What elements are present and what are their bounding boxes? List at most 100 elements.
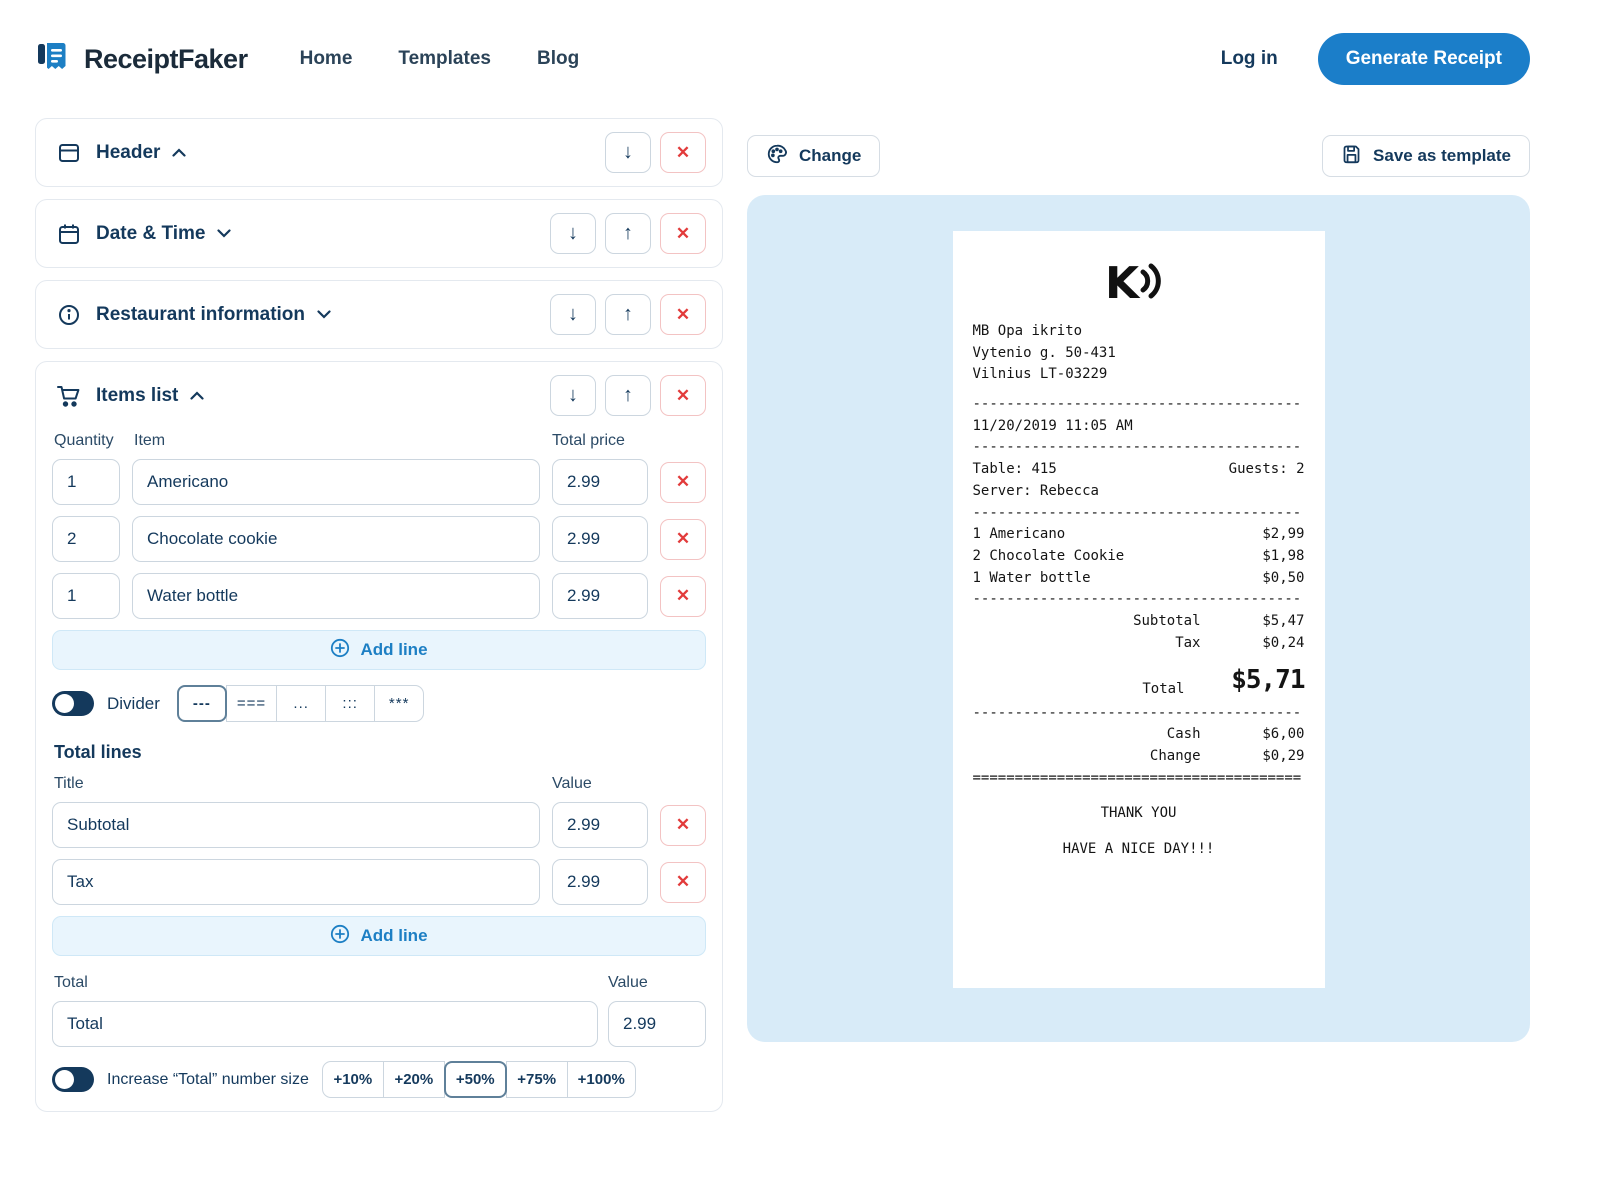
brand[interactable]: ReceiptFaker [35,39,248,80]
nav-link-home[interactable]: Home [299,48,353,69]
divider-style-equals[interactable]: === [225,685,278,722]
login-link[interactable]: Log in [1220,48,1278,69]
column-actions [660,432,706,450]
total-value-input[interactable] [608,1001,706,1047]
navbar: ReceiptFaker Home Templates Blog Log in … [35,0,1530,118]
svg-text:K: K [1105,258,1141,305]
address-line: MB Opa ikrito [972,323,1083,339]
total-line-value-input[interactable] [552,802,648,848]
move-down-button[interactable]: ↓ [605,132,651,173]
item-row: ✕ [52,573,706,619]
move-up-button[interactable]: ↑ [605,375,651,416]
delete-row-button[interactable]: ✕ [660,518,706,560]
delete-section-button[interactable]: ✕ [660,213,706,254]
quantity-input[interactable] [52,573,120,619]
total-lines-column-headers: Title Value [54,775,706,793]
nice-day-text: HAVE A NICE DAY!!! [1062,841,1215,858]
tax-value: $0,24 [1262,634,1305,651]
section-items-list: Items list ↓ ↑ ✕ Quantity Item Total pri… [35,361,723,1112]
price-input[interactable] [552,573,648,619]
generate-receipt-button[interactable]: Generate Receipt [1317,33,1530,85]
divider-style-group: --- === ... ::: *** [176,685,425,722]
item-price: $2,99 [1262,526,1305,543]
receipt-preview-area: K MB Opa ikrito Vytenio g. 50-431 Vilniu… [747,195,1530,1042]
add-line-label: Add line [360,640,428,659]
receipt-item-row: 1 Water bottle $0,50 [973,568,1305,590]
move-up-button[interactable]: ↑ [605,213,651,254]
increase-total-toggle[interactable] [52,1067,94,1092]
item-text: 2 Chocolate Cookie [972,547,1125,564]
delete-row-button[interactable]: ✕ [660,461,706,503]
receipt-item-row: 2 Chocolate Cookie $1,98 [973,546,1305,568]
subtotal-row: Subtotal $5,47 [973,611,1304,633]
quantity-input[interactable] [52,516,120,562]
total-row [52,1001,706,1047]
delete-row-button[interactable]: ✕ [660,575,706,617]
total-line-value-input[interactable] [552,859,648,905]
chevron-down-icon[interactable] [217,229,232,238]
size-option-75[interactable]: +75% [505,1061,568,1098]
total-line-title-input[interactable] [52,859,540,905]
move-up-button[interactable]: ↑ [605,294,651,335]
divider-style-dots[interactable]: ... [276,685,327,722]
change-row: Change $0,29 [973,746,1305,768]
move-down-button[interactable]: ↓ [550,294,596,335]
item-name-input[interactable] [132,516,540,562]
receipt-datetime: 11/20/2019 11:05 AM [972,417,1133,434]
increase-total-label: Increase “Total” number size [107,1070,309,1088]
divider-style-dashes[interactable]: --- [176,685,227,722]
column-title: Title [54,775,84,792]
price-input[interactable] [552,516,648,562]
total-title-input[interactable] [52,1001,598,1047]
size-option-10[interactable]: +10% [321,1061,384,1098]
total-row: Total $5,71 [973,660,1305,700]
move-down-button[interactable]: ↓ [550,375,596,416]
delete-section-button[interactable]: ✕ [660,294,706,335]
section-datetime: Date & Time ↓ ↑ ✕ [35,199,723,268]
item-name-input[interactable] [132,573,540,619]
size-option-100[interactable]: +100% [566,1061,636,1098]
save-as-template-button[interactable]: Save as template [1322,135,1530,177]
item-name-input[interactable] [132,459,540,505]
section-title: Restaurant information [96,303,306,325]
section-header: Header ↓ ✕ [35,118,723,187]
chevron-up-icon[interactable] [190,391,204,400]
nav-link-blog[interactable]: Blog [536,48,580,69]
delete-row-button[interactable]: ✕ [660,804,706,846]
add-item-line-button[interactable]: Add line [52,630,706,670]
items-column-headers: Quantity Item Total price [54,432,706,450]
divider-style-colons[interactable]: ::: [325,685,376,722]
total-line-title-input[interactable] [52,802,540,848]
nav-link-templates[interactable]: Templates [398,48,491,69]
item-row: ✕ [52,459,706,505]
address-line: Vilnius LT-03229 [972,366,1108,383]
cash-row: Cash $6,00 [973,724,1305,746]
delete-section-button[interactable]: ✕ [660,375,706,416]
delete-row-button[interactable]: ✕ [660,861,706,903]
divider-line: --------------------------------------- [972,396,1302,413]
divider-style-stars[interactable]: *** [374,685,425,722]
delete-section-button[interactable]: ✕ [660,132,706,173]
price-input[interactable] [552,459,648,505]
quantity-input[interactable] [52,459,120,505]
chevron-down-icon[interactable] [317,310,331,319]
total-value: $5,71 [1231,665,1305,696]
column-value: Value [608,974,648,991]
chevron-up-icon[interactable] [172,148,187,157]
change-style-button[interactable]: Change [747,135,881,177]
move-down-button[interactable]: ↓ [550,213,596,254]
palette-icon [766,143,788,170]
divider-line: --------------------------------------- [972,591,1302,608]
column-value: Value [552,775,592,792]
cash-value: $6,00 [1262,726,1305,743]
size-option-50[interactable]: +50% [443,1061,507,1098]
divider-toggle[interactable] [52,691,94,716]
section-title: Items list [96,384,179,406]
size-option-20[interactable]: +20% [382,1061,445,1098]
column-total: Total [54,974,88,991]
item-price: $1,98 [1262,547,1305,564]
add-total-line-button[interactable]: Add line [52,916,706,956]
section-restaurant: Restaurant information ↓ ↑ ✕ [35,280,723,349]
cash-label: Cash [1166,726,1201,743]
